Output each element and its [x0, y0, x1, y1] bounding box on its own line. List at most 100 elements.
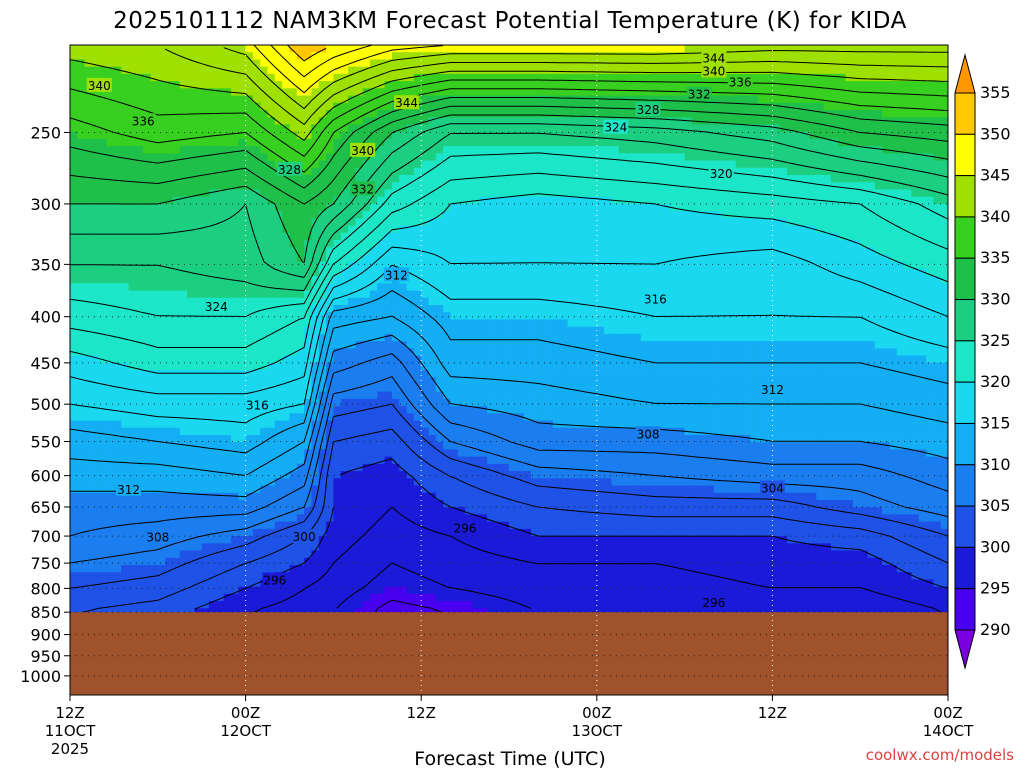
theta-cell: [428, 218, 437, 227]
theta-cell: [816, 146, 825, 154]
theta-cell: [435, 261, 444, 270]
theta-cell: [808, 305, 817, 313]
theta-cell: [428, 305, 437, 313]
theta-cell: [801, 225, 810, 234]
theta-cell: [589, 45, 598, 53]
theta-cell: [772, 110, 781, 118]
theta-cell: [589, 175, 598, 183]
theta-cell: [889, 167, 898, 176]
theta-cell: [560, 182, 569, 191]
theta-cell: [677, 297, 686, 306]
theta-cell: [113, 102, 122, 111]
theta-cell: [369, 305, 378, 313]
theta-cell: [721, 189, 730, 198]
theta-cell: [823, 52, 832, 61]
theta-cell: [340, 196, 349, 205]
theta-cell: [618, 225, 627, 234]
theta-cell: [728, 305, 737, 313]
theta-cell: [84, 225, 93, 234]
theta-cell: [779, 261, 788, 270]
theta-cell: [801, 203, 810, 212]
theta-cell: [150, 59, 159, 68]
theta-cell: [757, 232, 766, 241]
theta-cell: [165, 211, 174, 219]
theta-cell: [794, 218, 803, 227]
theta-cell: [128, 341, 137, 349]
theta-cell: [333, 160, 342, 169]
theta-cell: [187, 247, 195, 256]
theta-cell: [626, 175, 634, 183]
theta-cell: [618, 131, 627, 140]
theta-cell: [128, 276, 137, 284]
theta-cell: [369, 261, 378, 270]
theta-cell: [252, 88, 261, 97]
theta-cell: [823, 297, 832, 306]
theta-cell: [209, 66, 217, 75]
theta-cell: [633, 276, 642, 284]
theta-cell: [750, 203, 759, 212]
theta-cell: [267, 203, 276, 212]
theta-cell: [99, 182, 108, 191]
theta-cell: [494, 124, 503, 133]
theta-cell: [772, 95, 781, 104]
theta-cell: [808, 117, 817, 126]
theta-cell: [669, 283, 678, 292]
theta-cell: [735, 160, 744, 169]
theta-cell: [611, 131, 620, 140]
theta-cell: [852, 218, 861, 227]
theta-cell: [99, 196, 108, 205]
theta-cell: [538, 247, 547, 256]
theta-cell: [121, 73, 130, 82]
theta-cell: [743, 297, 752, 306]
theta-cell: [304, 225, 313, 234]
theta-cell: [684, 211, 693, 219]
theta-cell: [574, 297, 583, 306]
theta-cell: [706, 45, 715, 53]
theta-cell: [882, 45, 891, 53]
theta-cell: [274, 333, 283, 342]
theta-cell: [750, 45, 759, 53]
theta-cell: [84, 102, 93, 111]
theta-cell: [172, 88, 181, 97]
theta-cell: [413, 290, 422, 299]
theta-cell: [684, 182, 693, 191]
theta-cell: [852, 52, 861, 61]
theta-cell: [787, 73, 795, 82]
theta-cell: [845, 283, 854, 292]
theta-cell: [201, 73, 210, 82]
theta-cell: [860, 138, 869, 147]
theta-cell: [121, 59, 130, 68]
theta-cell: [223, 247, 232, 256]
theta-cell: [128, 240, 137, 248]
theta-cell: [794, 45, 803, 53]
theta-cell: [472, 305, 481, 313]
theta-cell: [911, 52, 920, 61]
theta-cell: [304, 240, 313, 248]
theta-cell: [808, 146, 817, 154]
theta-cell: [216, 326, 225, 335]
theta-cell: [545, 110, 554, 118]
theta-cell: [99, 312, 108, 321]
theta-cell: [604, 102, 613, 111]
theta-cell: [538, 160, 547, 169]
theta-cell: [157, 45, 166, 53]
theta-cell: [728, 153, 737, 162]
theta-cell: [757, 160, 766, 169]
theta-cell: [384, 73, 393, 82]
theta-cell: [201, 225, 210, 234]
theta-cell: [187, 290, 195, 299]
theta-cell: [406, 211, 415, 219]
theta-cell: [765, 182, 773, 191]
theta-cell: [135, 203, 144, 212]
theta-cell: [604, 333, 613, 342]
theta-cell: [684, 167, 693, 176]
theta-cell: [545, 211, 554, 219]
theta-cell: [289, 66, 298, 75]
theta-cell: [450, 88, 459, 97]
theta-cell: [355, 81, 364, 89]
theta-cell: [904, 146, 913, 154]
theta-cell: [860, 95, 869, 104]
theta-cell: [384, 225, 393, 234]
theta-cell: [201, 326, 210, 335]
theta-cell: [413, 341, 422, 349]
